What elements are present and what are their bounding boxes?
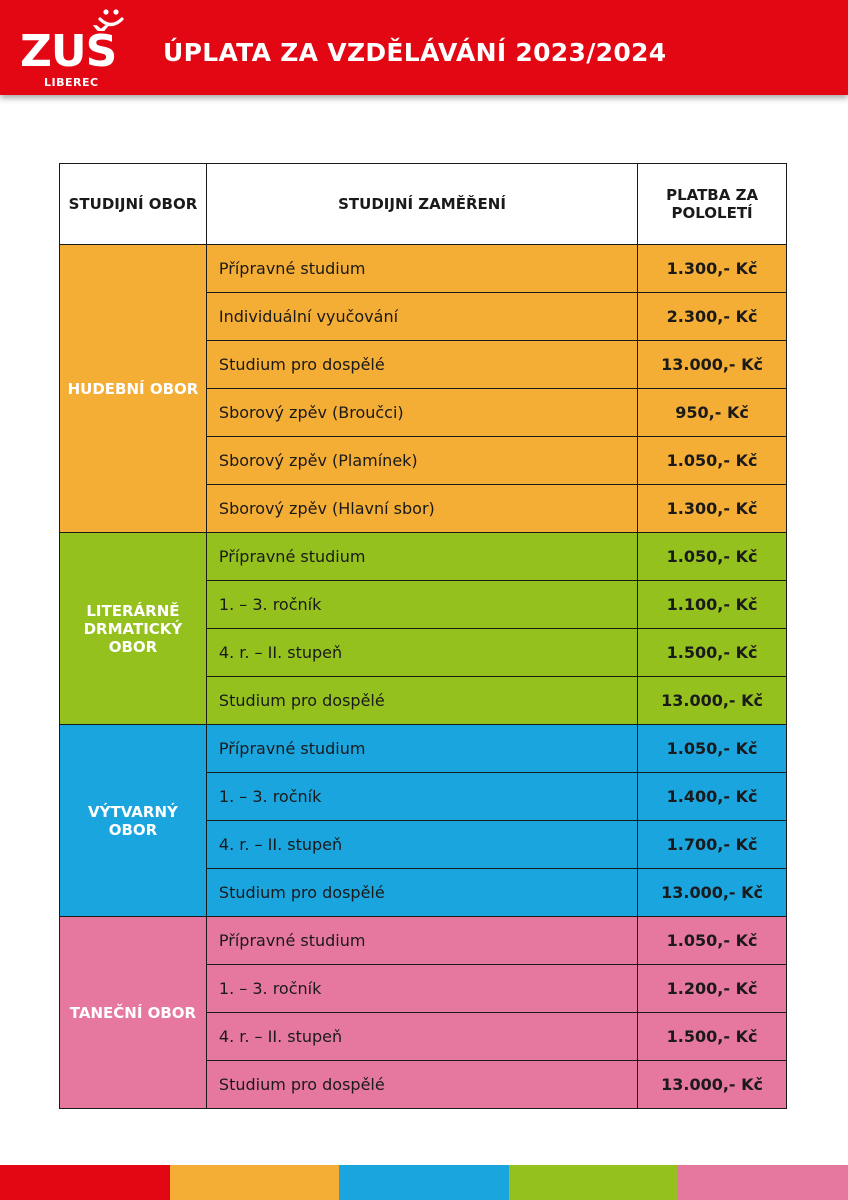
program-price: 13.000,- Kč [637, 1060, 787, 1109]
strip-segment [339, 1165, 509, 1200]
group-label: VÝTVARNÝ OBOR [59, 724, 207, 917]
column-header-zamereni: STUDIJNÍ ZAMĚŘENÍ [205, 163, 639, 245]
program-name: Studium pro dospělé [205, 340, 639, 389]
table-body: HUDEBNÍ OBOR Přípravné studium 1.300,- Kč I… [59, 244, 787, 1109]
page-title: ÚPLATA ZA VZDĚLÁVÁNÍ 2023/2024 [163, 38, 667, 67]
group-label: HUDEBNÍ OBOR [59, 244, 207, 533]
program-name: 1. – 3. ročník [205, 964, 639, 1013]
program-price: 1.200,- Kč [637, 964, 787, 1013]
program-price: 1.050,- Kč [637, 436, 787, 485]
table-row: VÝTVARNÝ OBOR Přípravné studium 1.050,- Kč [59, 724, 787, 917]
program-name: Sborový zpěv (Plamínek) [205, 436, 639, 485]
program-price: 2.300,- Kč [637, 292, 787, 341]
program-price: 1.700,- Kč [637, 820, 787, 869]
program-name: Přípravné studium [205, 532, 639, 581]
program-name: Přípravné studium [205, 916, 639, 965]
program-price: 1.050,- Kč [637, 724, 787, 773]
program-price: 1.400,- Kč [637, 772, 787, 821]
logo-subtitle: LIBEREC [44, 76, 99, 89]
program-price: 1.300,- Kč [637, 244, 787, 293]
table-row: 4. r. – II. stupeň 1.700,- Kč [59, 820, 787, 869]
program-name: Sborový zpěv (Hlavní sbor) [205, 484, 639, 533]
table-row: 4. r. – II. stupeň 1.500,- Kč [59, 1012, 787, 1061]
program-price: 1.300,- Kč [637, 484, 787, 533]
program-name: Studium pro dospělé [205, 868, 639, 917]
fees-table: STUDIJNÍ OBOR STUDIJNÍ ZAMĚŘENÍ PLATBA Z… [59, 163, 787, 1109]
table-header-row: STUDIJNÍ OBOR STUDIJNÍ ZAMĚŘENÍ PLATBA Z… [59, 163, 787, 245]
program-name: Sborový zpěv (Broučci) [205, 388, 639, 437]
group-label: TANEČNÍ OBOR [59, 916, 207, 1109]
program-name: 4. r. – II. stupeň [205, 820, 639, 869]
strip-segment [508, 1165, 679, 1200]
column-header-platba: PLATBA ZA POLOLETÍ [637, 163, 787, 245]
program-name: Přípravné studium [205, 724, 639, 773]
program-name: Individuální vyučování [205, 292, 639, 341]
table-row: HUDEBNÍ OBOR Přípravné studium 1.300,- Kč [59, 244, 787, 533]
table-row: TANEČNÍ OBOR Přípravné studium 1.050,- Kč [59, 916, 787, 1109]
table-row: 1. – 3. ročník 1.400,- Kč [59, 772, 787, 821]
program-price: 1.500,- Kč [637, 1012, 787, 1061]
strip-segment [0, 1165, 170, 1200]
program-name: Studium pro dospělé [205, 1060, 639, 1109]
program-name: 4. r. – II. stupeň [205, 1012, 639, 1061]
program-price: 1.500,- Kč [637, 628, 787, 677]
program-price: 1.050,- Kč [637, 916, 787, 965]
program-name: Studium pro dospělé [205, 676, 639, 725]
footer-color-strip [0, 1165, 848, 1200]
smile-icon [98, 9, 124, 27]
program-price: 1.100,- Kč [637, 580, 787, 629]
program-name: 4. r. – II. stupeň [205, 628, 639, 677]
group-label: LITERÁRNĚ DRMATICKÝ OBOR [59, 532, 207, 725]
program-price: 13.000,- Kč [637, 340, 787, 389]
logo-text: ZUŠ [20, 26, 117, 77]
program-name: 1. – 3. ročník [205, 580, 639, 629]
program-name: 1. – 3. ročník [205, 772, 639, 821]
program-price: 13.000,- Kč [637, 868, 787, 917]
program-price: 1.050,- Kč [637, 532, 787, 581]
program-price: 950,- Kč [637, 388, 787, 437]
program-name: Přípravné studium [205, 244, 639, 293]
program-price: 13.000,- Kč [637, 676, 787, 725]
header-bar: ZUŠ LIBEREC ÚPLATA ZA VZDĚLÁVÁNÍ 2023/20… [0, 0, 848, 95]
table-row: LITERÁRNĚ DRMATICKÝ OBOR Přípravné studiu… [59, 532, 787, 725]
strip-segment [678, 1165, 848, 1200]
column-header-obor: STUDIJNÍ OBOR [59, 163, 207, 245]
zus-logo[interactable]: ZUŠ LIBEREC [18, 6, 133, 90]
strip-segment [169, 1165, 340, 1200]
